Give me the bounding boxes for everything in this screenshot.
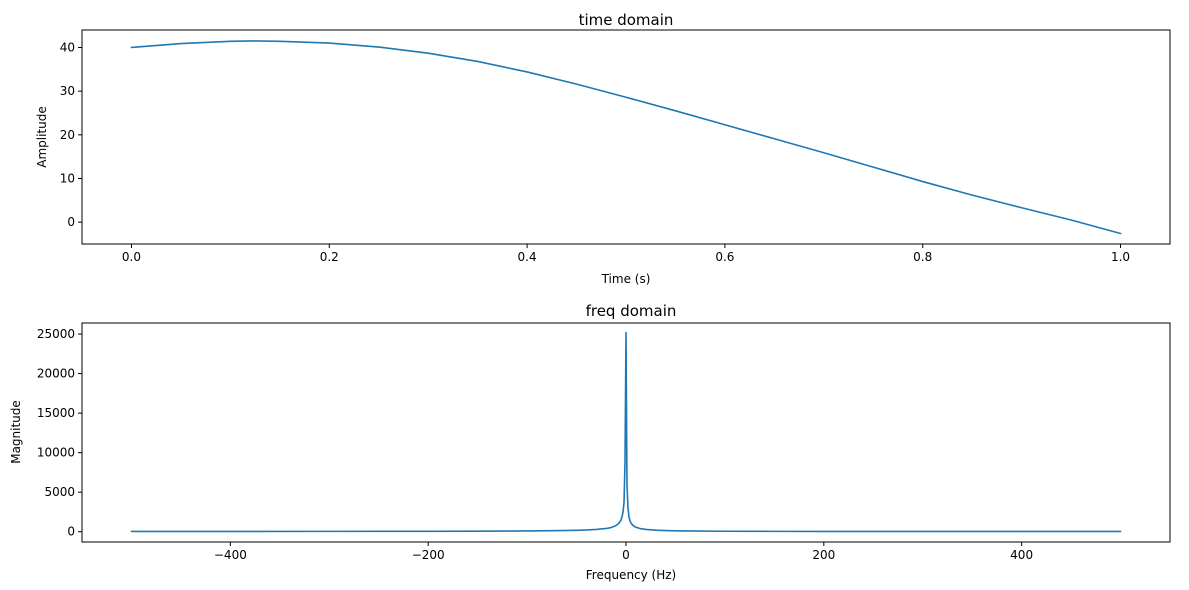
y-tick-label: 30 — [60, 84, 75, 98]
y-tick-label: 0 — [67, 525, 75, 539]
x-tick-label: −200 — [412, 548, 445, 562]
y-tick-label: 20000 — [37, 367, 75, 381]
freq-domain-chart: freq domain −400 −200 0 200 400 0 5000 10000 150… — [9, 302, 1171, 582]
series-line — [130, 331, 1122, 533]
y-tick-label: 10 — [60, 171, 75, 185]
x-tick-label: 0.6 — [715, 250, 734, 264]
x-axis-label: Frequency (Hz) — [586, 568, 677, 582]
y-tick-label: 15000 — [37, 406, 75, 420]
tick-group: −400 −200 0 200 400 0 5000 10000 15000 20000 25000 — [37, 327, 1033, 562]
y-axis-label: Amplitude — [35, 106, 49, 168]
plot-area — [130, 331, 1122, 533]
x-tick-label: 400 — [1010, 548, 1033, 562]
chart-title: freq domain — [586, 302, 677, 320]
x-tick-label: 0.2 — [320, 250, 339, 264]
chart-title: time domain — [579, 11, 674, 29]
axes-frame — [81, 322, 1171, 543]
axes-frame — [81, 29, 1171, 245]
x-tick-label: 0.0 — [122, 250, 141, 264]
y-tick-label: 40 — [60, 40, 75, 54]
y-axis-label: Magnitude — [9, 400, 23, 464]
tick-group: 0.0 0.2 0.4 0.6 0.8 1.0 0 10 20 30 40 — [60, 40, 1130, 264]
x-tick-label: 0.8 — [913, 250, 932, 264]
x-tick-label: 0 — [622, 548, 630, 562]
y-tick-label: 10000 — [37, 446, 75, 460]
y-tick-label: 0 — [67, 215, 75, 229]
x-tick-label: −400 — [214, 548, 247, 562]
plot-area — [130, 40, 1122, 235]
series-line — [130, 40, 1122, 235]
x-tick-label: 1.0 — [1111, 250, 1130, 264]
y-tick-label: 20 — [60, 128, 75, 142]
y-tick-label: 25000 — [37, 327, 75, 341]
x-tick-label: 200 — [812, 548, 835, 562]
x-tick-label: 0.4 — [518, 250, 537, 264]
time-domain-chart: time domain 0.0 0.2 0.4 0.6 0.8 1.0010203040 … — [35, 11, 1171, 286]
y-tick-label: 5000 — [44, 485, 75, 499]
x-axis-label: Time (s) — [601, 272, 651, 286]
